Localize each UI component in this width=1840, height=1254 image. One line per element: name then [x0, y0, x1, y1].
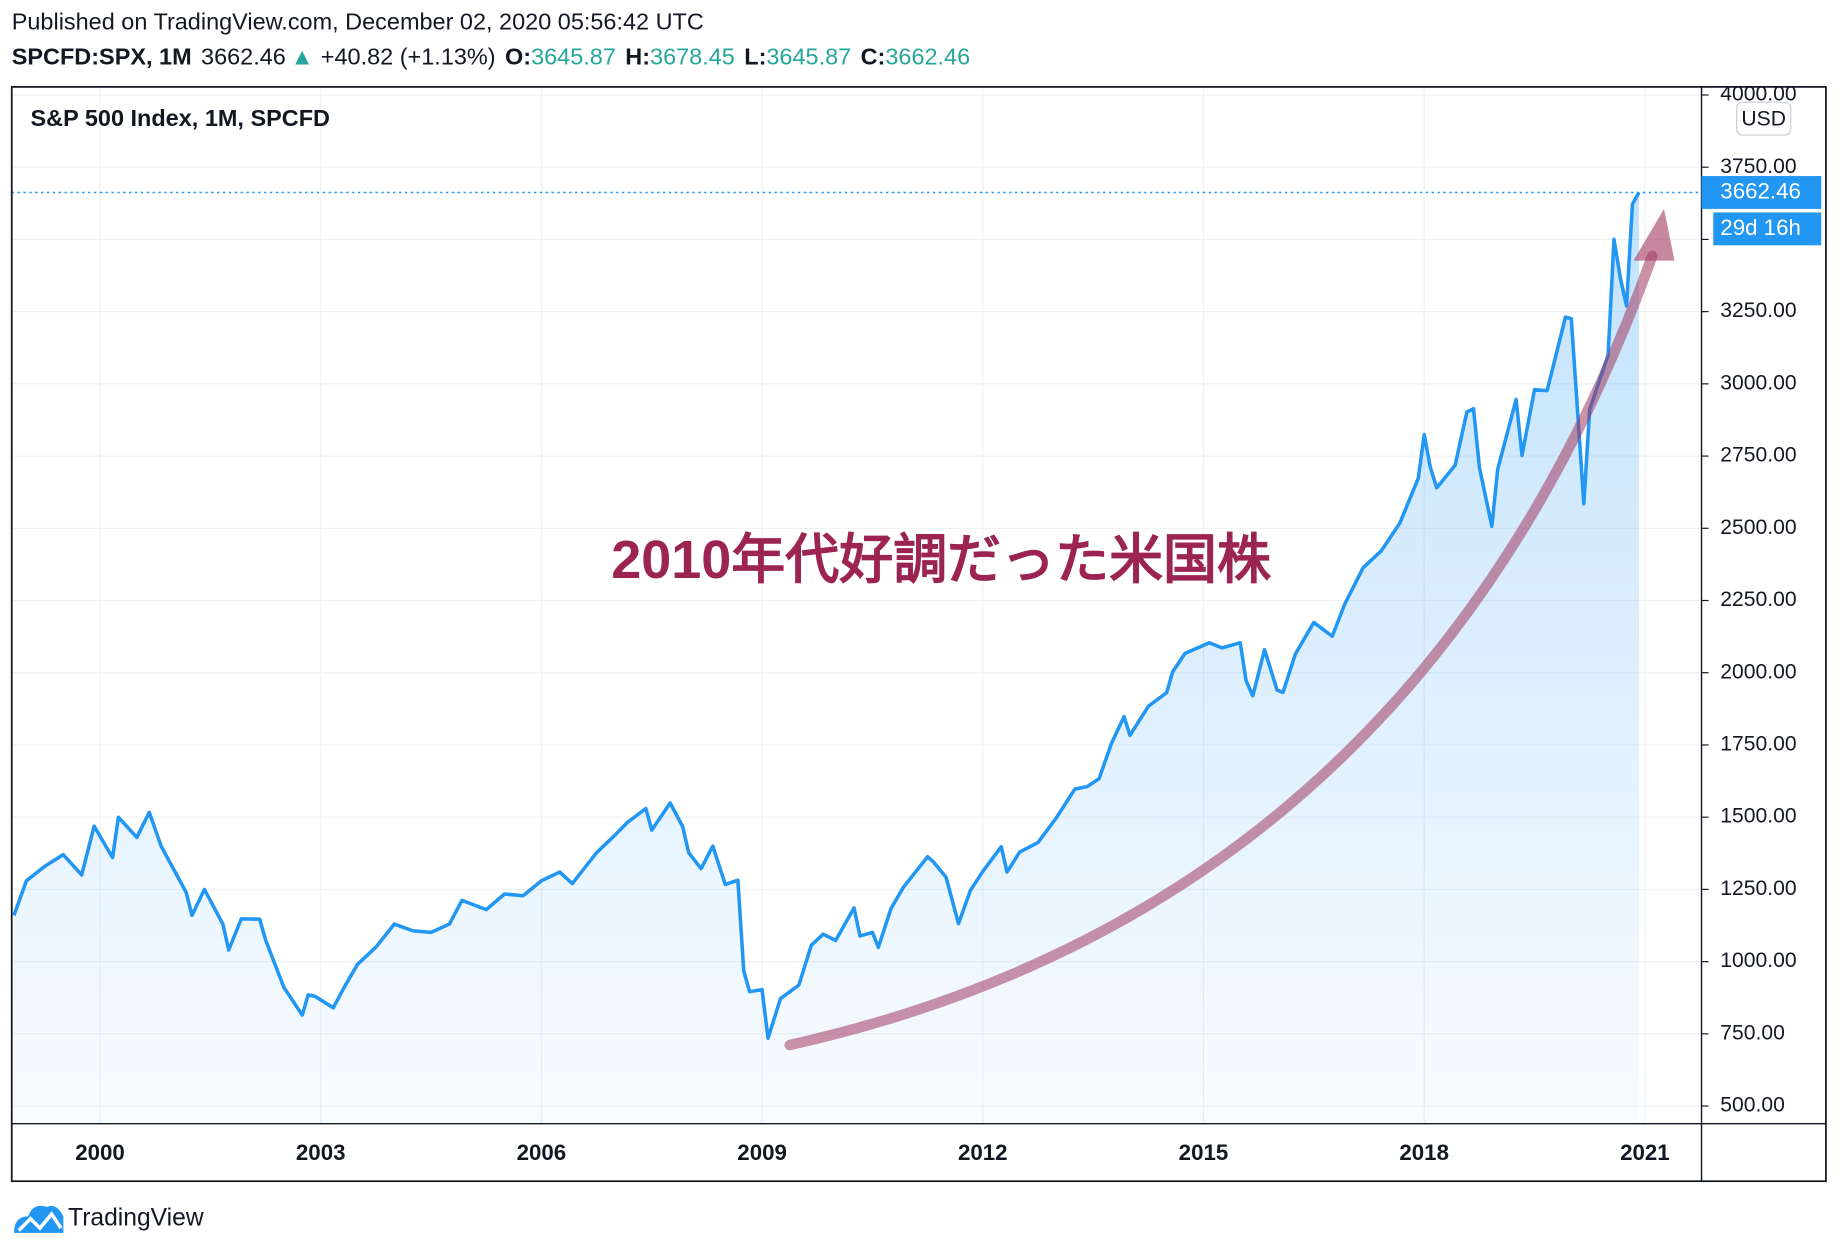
x-tick-label: 2003 — [296, 1140, 346, 1165]
y-tick-label: 1500.00 — [1720, 805, 1796, 828]
x-tick-label: 2015 — [1179, 1140, 1229, 1165]
area-fill — [13, 192, 1639, 1124]
brand: TradingView — [68, 1204, 204, 1231]
ohlc-value: 3678.45 — [650, 44, 735, 70]
y-tick-label: 2250.00 — [1720, 588, 1796, 611]
logo — [14, 1205, 64, 1233]
x-tick-label: 2012 — [958, 1140, 1008, 1165]
ohlc-key: C: — [861, 44, 886, 70]
countdown: 29d 16h — [1720, 215, 1801, 240]
ohlc-key: L: — [744, 44, 766, 70]
up-arrow: ▲ — [291, 44, 314, 70]
y-tick-label: 2000.00 — [1720, 660, 1796, 683]
price-line — [12, 191, 1641, 1040]
ohlc-value: 3645.87 — [531, 44, 616, 70]
y-tick-label: 500.00 — [1720, 1094, 1785, 1117]
ohlc-key: H: — [625, 44, 650, 70]
frame — [10, 86, 1827, 1183]
x-tick-label: 2006 — [517, 1140, 567, 1165]
y-tick-label: 2750.00 — [1720, 444, 1796, 467]
last-price-label: 3662.46 — [1720, 178, 1801, 203]
quote-line: SPCFD:SPX, 1M 3662.46 ▲ +40.82 (+1.13%) O:36… — [12, 44, 970, 70]
ohlc-key: O: — [505, 44, 531, 70]
symbol: SPCFD:SPX, 1M — [12, 44, 192, 70]
plot — [11, 191, 1702, 1124]
y-tick-label: 1000.00 — [1720, 949, 1796, 972]
y-tick-label: 1250.00 — [1720, 877, 1796, 900]
y-tick-label: 3250.00 — [1720, 299, 1796, 322]
change: +40.82 (+1.13%) — [321, 44, 496, 70]
x-tick-label: 2018 — [1399, 1140, 1449, 1165]
last-price-box — [1701, 176, 1822, 209]
y-tick-label: 1750.00 — [1720, 733, 1796, 756]
price: 3662.46 — [201, 44, 286, 70]
x-tick-label: 2021 — [1620, 1140, 1670, 1165]
y-tick-label: 4000.00 — [1720, 83, 1796, 106]
axes: 2000 2003 2006 2009 2012 2015 2018 2021 500.00 75… — [75, 83, 1822, 1165]
chart-title: S&P 500 Index, 1M, SPCFD — [31, 105, 330, 131]
annotation: 2010年代好調だった米国株 — [611, 530, 1272, 590]
trend-arrow-head — [1633, 209, 1675, 261]
y-tick-label: 3000.00 — [1720, 371, 1796, 394]
ohlc-value: 3662.46 — [885, 44, 970, 70]
currency-box — [1736, 101, 1792, 136]
trend-arrow — [784, 250, 1658, 1051]
x-tick-label: 2000 — [75, 1140, 125, 1165]
y-tick-label: 750.00 — [1720, 1021, 1785, 1044]
y-tick-label: 3750.00 — [1720, 155, 1796, 178]
countdown-box — [1713, 212, 1822, 246]
published-line: Published on TradingView.com, December 0… — [12, 9, 704, 35]
x-tick-label: 2009 — [737, 1140, 787, 1165]
currency: USD — [1741, 107, 1786, 130]
logo-icon — [17, 1211, 63, 1232]
ohlc-value: 3645.87 — [766, 44, 851, 70]
y-tick-label: 2500.00 — [1720, 516, 1796, 539]
